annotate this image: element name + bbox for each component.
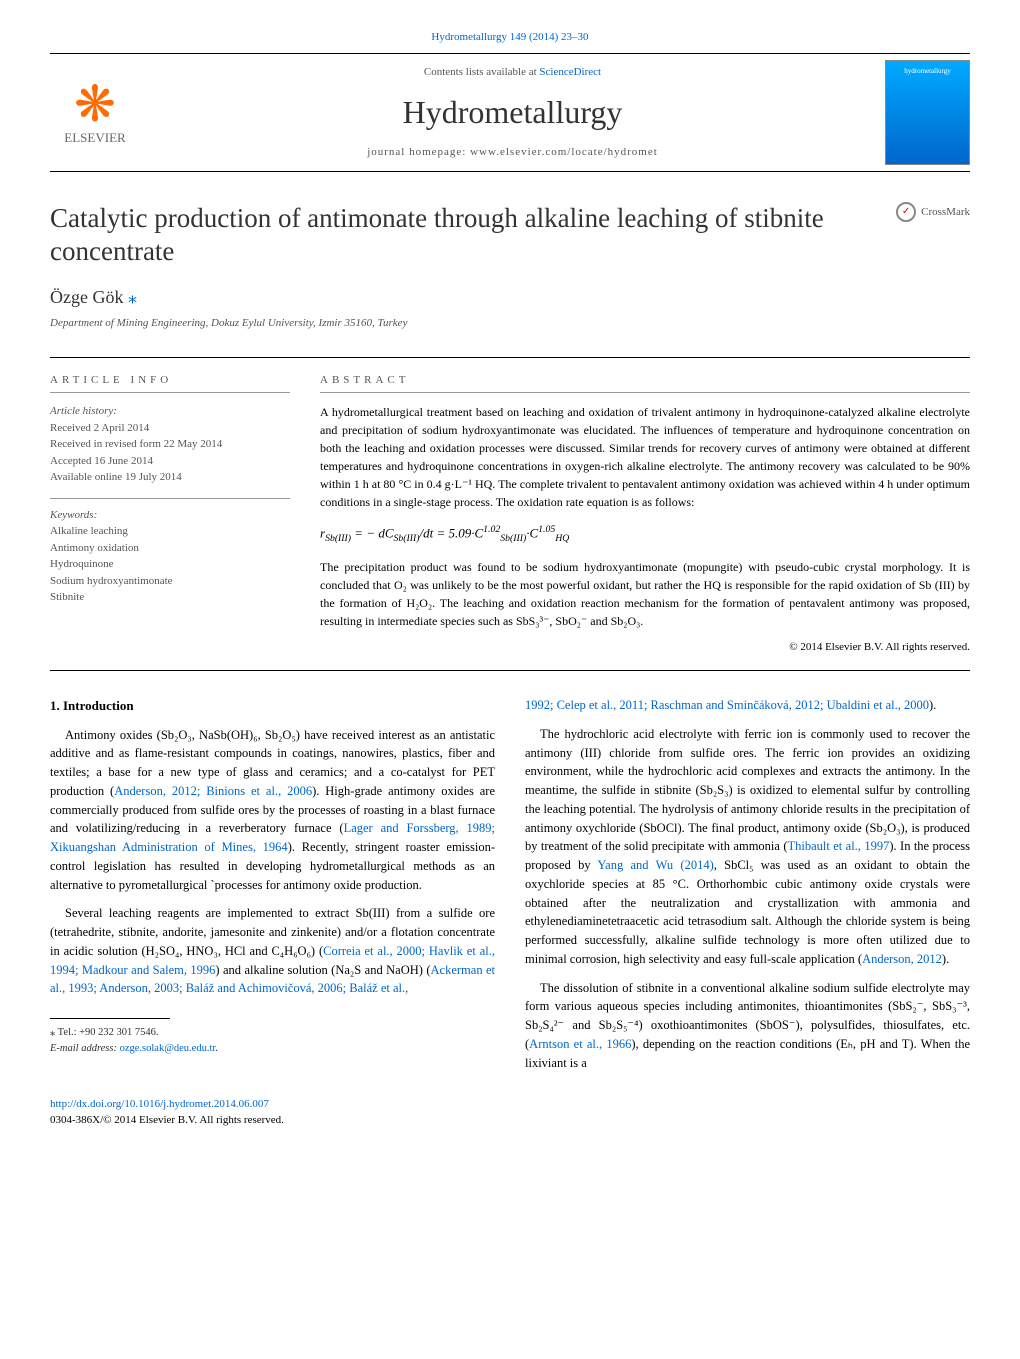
footer-rights: 0304-386X/© 2014 Elsevier B.V. All right… [50,1113,970,1128]
journal-banner: ❋ ELSEVIER Contents lists available at S… [50,53,970,172]
elsevier-logo: ❋ ELSEVIER [50,68,140,158]
intro-p2-cont: 1992; Celep et al., 2011; Raschman and S… [525,696,970,715]
ref-link[interactable]: Yang and Wu (2014) [597,858,713,872]
sciencedirect-prefix: Contents lists available at [424,66,539,78]
citation-header: Hydrometallurgy 149 (2014) 23–30 [50,30,970,45]
history-received: Received 2 April 2014 [50,420,290,437]
keyword: Antimony oxidation [50,540,290,557]
history-online: Available online 19 July 2014 [50,469,290,486]
cover-label: hydrometallurgy [904,67,951,77]
abstract-p1: A hydrometallurgical treatment based on … [320,403,970,511]
history-accepted: Accepted 16 June 2014 [50,453,290,470]
history-revised: Received in revised form 22 May 2014 [50,436,290,453]
email-link[interactable]: ozge.solak@deu.edu.tr [120,1043,216,1054]
body-two-column: 1. Introduction Antimony oxides (Sb₂O₃, … [50,696,970,1072]
elsevier-tree-icon: ❋ [74,79,116,129]
journal-cover-thumbnail: hydrometallurgy [885,60,970,165]
keywords-block: Keywords: Alkaline leaching Antimony oxi… [50,507,290,606]
doi-link[interactable]: http://dx.doi.org/10.1016/j.hydromet.201… [50,1098,269,1110]
intro-p2: Several leaching reagents are implemente… [50,904,495,998]
article-history: Article history: Received 2 April 2014 R… [50,403,290,486]
abstract-p2: The precipitation product was found to b… [320,558,970,630]
sciencedirect-line: Contents lists available at ScienceDirec… [140,65,885,80]
article-info-heading: ARTICLE INFO [50,373,290,393]
sciencedirect-link[interactable]: ScienceDirect [539,66,601,78]
footnote-tel: ⁎ Tel.: +90 232 301 7546. [50,1025,495,1041]
article-title: Catalytic production of antimonate throu… [50,202,896,267]
intro-p1: Antimony oxides (Sb₂O₃, NaSb(OH)₆, Sb₂O₅… [50,726,495,895]
intro-p3: The hydrochloric acid electrolyte with f… [525,725,970,969]
keyword: Alkaline leaching [50,523,290,540]
page-footer: http://dx.doi.org/10.1016/j.hydromet.201… [50,1097,970,1128]
text: , SbCl₅ was used as an oxidant to obtain… [525,858,970,966]
footnote-email: E-mail address: ozge.solak@deu.edu.tr. [50,1041,495,1057]
keyword: Sodium hydroxyantimonate [50,573,290,590]
author-name: Özge Gök ⁎ [50,285,970,310]
abstract-equation: rSb(III) = − dCSb(III)/dt = 5.09·C1.02Sb… [320,523,970,546]
crossmark-badge[interactable]: ✓ CrossMark [896,202,970,222]
text: ). [942,952,949,966]
intro-p4: The dissolution of stibnite in a convent… [525,979,970,1073]
ref-link[interactable]: Thibault et al., 1997 [788,839,890,853]
author-text: Özge Gök [50,287,123,307]
abstract-column: ABSTRACT A hydrometallurgical treatment … [320,373,970,655]
footnote-separator [50,1018,170,1019]
email-label: E-mail address: [50,1043,120,1054]
ref-link[interactable]: Arntson et al., 1966 [529,1037,631,1051]
journal-name: Hydrometallurgy [140,90,885,135]
ref-link[interactable]: Anderson, 2012; Binions et al., 2006 [114,784,312,798]
history-label: Article history: [50,403,290,420]
crossmark-label: CrossMark [921,205,970,220]
section-title-intro: 1. Introduction [50,696,495,716]
ref-link[interactable]: 1992; Celep et al., 2011; Raschman and S… [525,698,929,712]
ref-link[interactable]: Anderson, 2012 [862,952,942,966]
affiliation: Department of Mining Engineering, Dokuz … [50,316,970,331]
keywords-label: Keywords: [50,507,290,524]
text: ). [929,698,936,712]
abstract-copyright: © 2014 Elsevier B.V. All rights reserved… [320,640,970,655]
text: The hydrochloric acid electrolyte with f… [525,727,970,854]
text: ) and alkaline solution (Na₂S and NaOH) … [215,963,430,977]
article-info-column: ARTICLE INFO Article history: Received 2… [50,373,290,655]
banner-center: Contents lists available at ScienceDirec… [140,65,885,161]
journal-homepage: journal homepage: www.elsevier.com/locat… [140,145,885,160]
period: . [215,1043,218,1054]
keyword: Hydroquinone [50,556,290,573]
crossmark-icon: ✓ [896,202,916,222]
elsevier-text: ELSEVIER [64,129,125,147]
author-corresp-mark: ⁎ [128,287,137,307]
keyword: Stibnite [50,589,290,606]
abstract-heading: ABSTRACT [320,373,970,393]
